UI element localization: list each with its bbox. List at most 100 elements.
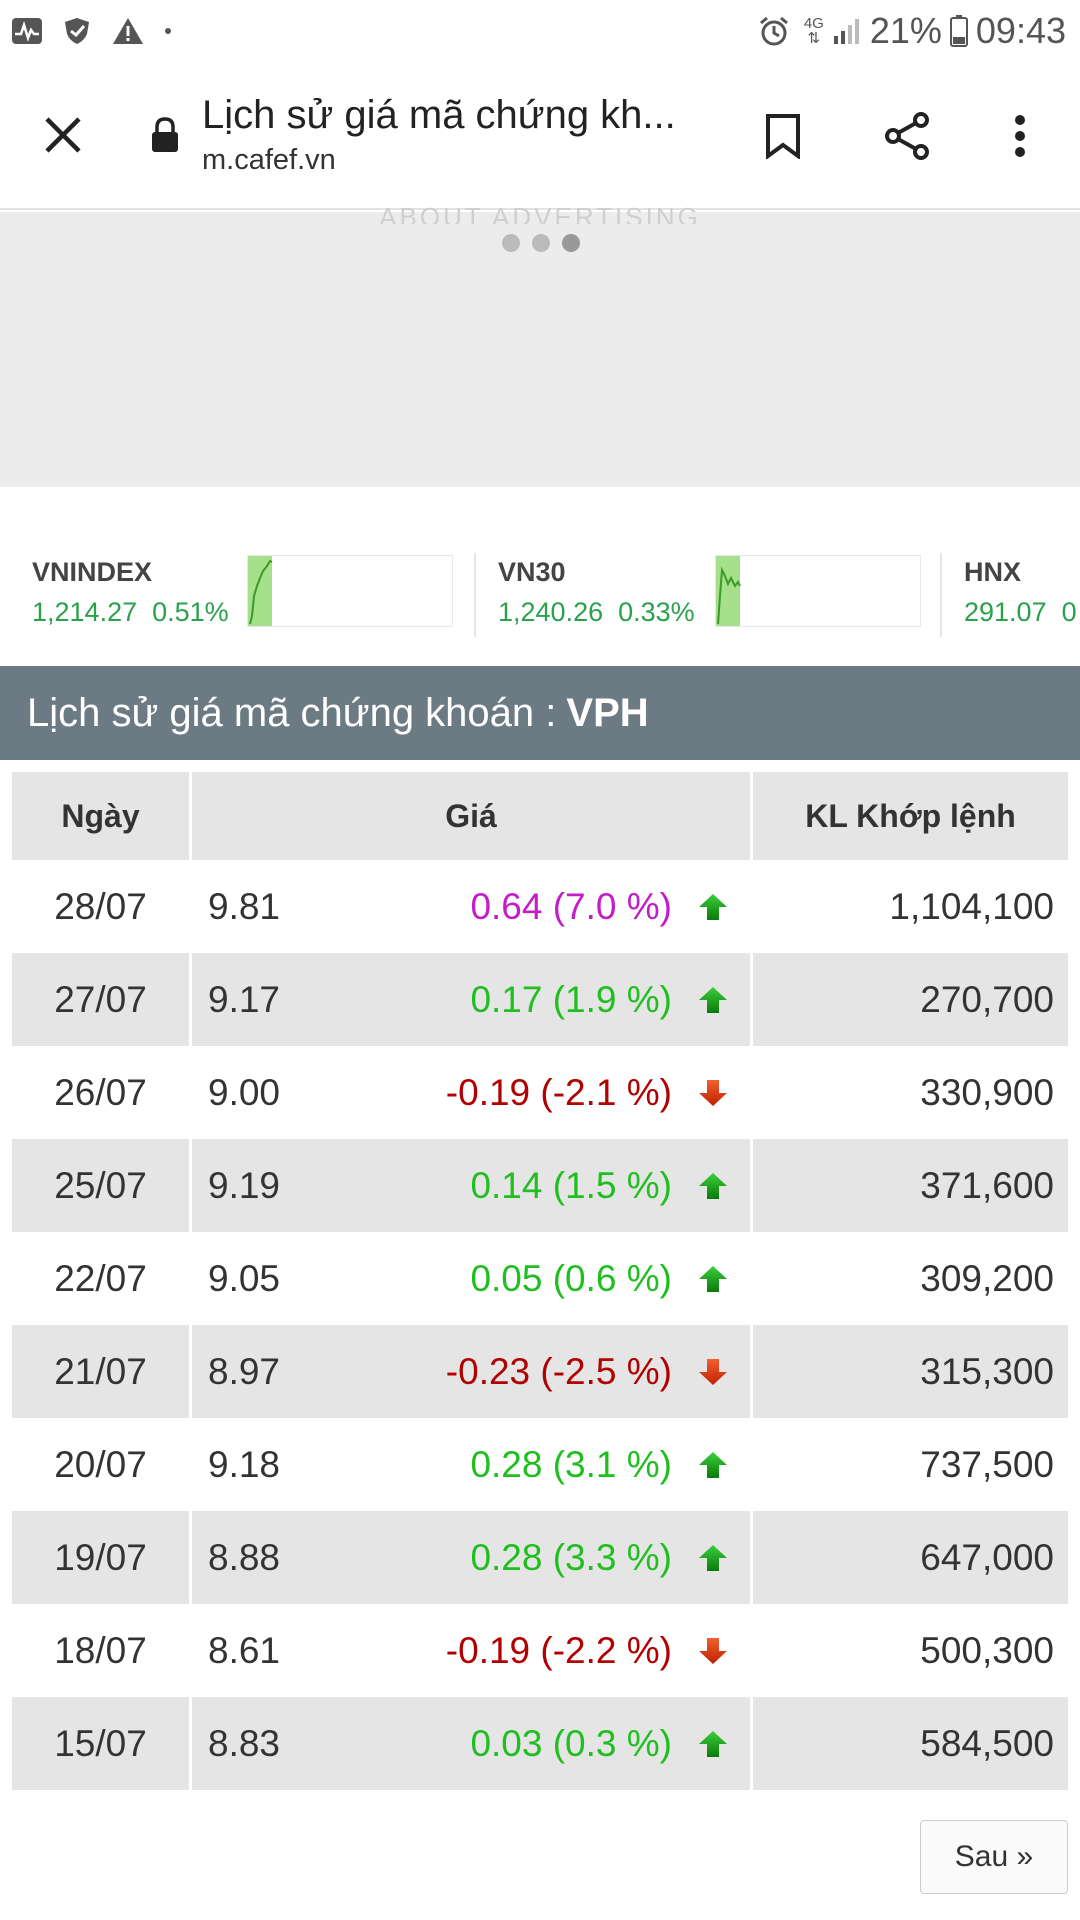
cell-price: 9.17 0.17 (1.9 %) — [192, 953, 753, 1046]
price-value: 9.17 — [208, 978, 281, 1020]
ticker-item-hnx[interactable]: HNX 291.07 0 — [964, 535, 1080, 635]
more-options-button[interactable] — [965, 62, 1075, 210]
arrow-down-icon — [690, 1358, 736, 1386]
ticker-values: 1,240.26 0.33% — [498, 597, 695, 628]
cell-volume: 737,500 — [753, 1418, 1068, 1511]
cell-price: 8.97 -0.23 (-2.5 %) — [192, 1325, 753, 1418]
network-label: 4G — [803, 15, 824, 32]
page-title: Lịch sử giá mã chứng kh... — [202, 93, 676, 137]
cell-date: 22/07 — [12, 1232, 192, 1325]
price-change: 0.05 (0.6 %) — [470, 1257, 672, 1299]
arrow-up-icon — [690, 986, 736, 1014]
ad-banner[interactable]: ABOUT ADVERTISING — [0, 202, 1080, 487]
more-vert-icon — [1015, 115, 1025, 157]
ticker-item-vn30[interactable]: VN30 1,240.26 0.33% — [498, 535, 921, 635]
cell-volume: 315,300 — [753, 1325, 1068, 1418]
cell-volume: 647,000 — [753, 1511, 1068, 1604]
clock: 09:43 — [975, 10, 1066, 51]
table-row: 18/07 8.61 -0.19 (-2.2 %) 500,300 — [12, 1604, 1068, 1697]
ticker-value: 1,240.26 — [498, 597, 604, 627]
cell-date: 20/07 — [12, 1418, 192, 1511]
cell-volume: 371,600 — [753, 1139, 1068, 1232]
price-value: 8.83 — [208, 1722, 281, 1764]
cell-volume: 584,500 — [753, 1697, 1068, 1790]
cell-date: 15/07 — [12, 1697, 192, 1790]
arrow-up-icon — [690, 1544, 736, 1572]
price-value: 8.61 — [208, 1629, 281, 1671]
price-change: -0.23 (-2.5 %) — [445, 1350, 672, 1392]
cell-price: 9.81 0.64 (7.0 %) — [192, 860, 753, 953]
page-title-block[interactable]: Lịch sử giá mã chứng kh... m.cafef.vn — [202, 93, 762, 177]
cell-price: 8.61 -0.19 (-2.2 %) — [192, 1604, 753, 1697]
cell-date: 19/07 — [12, 1511, 192, 1604]
price-change: -0.19 (-2.1 %) — [445, 1071, 672, 1113]
table-row: 26/07 9.00 -0.19 (-2.1 %) 330,900 — [12, 1046, 1068, 1139]
ticker-change: 0.51% — [152, 597, 229, 627]
cell-date: 26/07 — [12, 1046, 192, 1139]
cell-date: 18/07 — [12, 1604, 192, 1697]
ticker-values: 1,214.27 0.51% — [32, 597, 229, 628]
cell-price: 8.83 0.03 (0.3 %) — [192, 1697, 753, 1790]
table-row: 20/07 9.18 0.28 (3.1 %) 737,500 — [12, 1418, 1068, 1511]
activity-icon — [12, 18, 42, 44]
price-change: 0.14 (1.5 %) — [470, 1164, 672, 1206]
battery-percent: 21% — [869, 10, 942, 51]
ticker-name: VNINDEX — [32, 557, 153, 587]
table-row: 15/07 8.83 0.03 (0.3 %) 584,500 — [12, 1697, 1068, 1790]
cell-date: 28/07 — [12, 860, 192, 953]
bookmark-button[interactable] — [728, 62, 838, 210]
carousel-dot[interactable] — [502, 234, 520, 252]
table-row: 25/07 9.19 0.14 (1.5 %) 371,600 — [12, 1139, 1068, 1232]
index-ticker: VNINDEX 1,214.27 0.51% VN30 1,240.26 0.3… — [0, 535, 1080, 645]
cell-volume: 500,300 — [753, 1604, 1068, 1697]
lock-icon — [146, 116, 184, 154]
price-change: -0.19 (-2.2 %) — [445, 1629, 672, 1671]
cell-price: 9.00 -0.19 (-2.1 %) — [192, 1046, 753, 1139]
price-change: 0.28 (3.1 %) — [470, 1443, 672, 1485]
cell-date: 27/07 — [12, 953, 192, 1046]
stock-symbol: VPH — [566, 690, 649, 735]
alarm-icon — [758, 15, 790, 47]
ticker-divider — [474, 553, 476, 637]
cell-price: 9.19 0.14 (1.5 %) — [192, 1139, 753, 1232]
ticker-value: 291.07 — [964, 597, 1047, 627]
cell-price: 9.05 0.05 (0.6 %) — [192, 1232, 753, 1325]
close-icon — [45, 117, 81, 153]
ticker-values: 291.07 0 — [964, 597, 1077, 628]
ticker-item-vnindex[interactable]: VNINDEX 1,214.27 0.51% — [32, 535, 453, 635]
carousel-dots — [502, 234, 580, 252]
share-button[interactable] — [852, 62, 962, 210]
price-value: 9.81 — [208, 885, 281, 927]
ticker-change: 0 — [1061, 597, 1077, 627]
page-url: m.cafef.vn — [202, 144, 336, 176]
section-title: Lịch sử giá mã chứng khoán : — [27, 690, 557, 735]
arrow-up-icon — [690, 1730, 736, 1758]
table-row: 27/07 9.17 0.17 (1.9 %) 270,700 — [12, 953, 1068, 1046]
carousel-dot[interactable] — [532, 234, 550, 252]
cell-price: 8.88 0.28 (3.3 %) — [192, 1511, 753, 1604]
arrow-up-icon — [690, 1265, 736, 1293]
ticker-name: HNX — [964, 557, 1022, 587]
ticker-name: VN30 — [498, 557, 566, 587]
dot-icon — [164, 27, 172, 35]
table-row: 21/07 8.97 -0.23 (-2.5 %) 315,300 — [12, 1325, 1068, 1418]
column-header-price: Giá — [192, 772, 753, 860]
arrow-up-icon — [690, 1451, 736, 1479]
table-header-row: Ngày Giá KL Khớp lệnh — [12, 772, 1068, 860]
cell-date: 21/07 — [12, 1325, 192, 1418]
price-change: 0.03 (0.3 %) — [470, 1722, 672, 1764]
close-button[interactable] — [0, 61, 126, 209]
price-history-table: Ngày Giá KL Khớp lệnh 28/07 9.81 0.64 (7.0… — [12, 772, 1068, 1790]
ticker-value: 1,214.27 — [32, 597, 138, 627]
carousel-dot-active[interactable] — [562, 234, 580, 252]
next-page-button[interactable]: Sau » — [920, 1820, 1068, 1894]
ticker-divider — [940, 553, 942, 637]
cell-volume: 330,900 — [753, 1046, 1068, 1139]
shield-icon — [62, 16, 92, 46]
status-bar: 4G ⇅ 21% 09:43 — [0, 0, 1080, 62]
price-value: 8.88 — [208, 1536, 281, 1578]
ticker-change: 0.33% — [618, 597, 695, 627]
ad-label: ABOUT ADVERTISING — [379, 202, 701, 224]
price-value: 9.00 — [208, 1071, 281, 1113]
cell-date: 25/07 — [12, 1139, 192, 1232]
